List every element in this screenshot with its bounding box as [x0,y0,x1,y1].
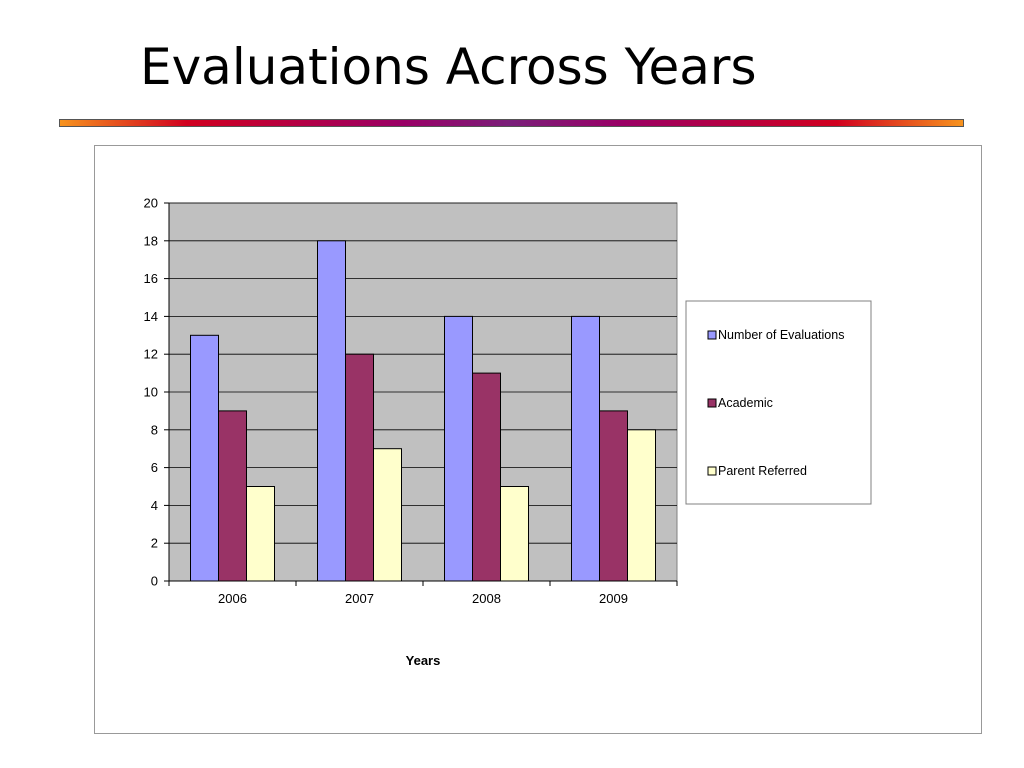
legend-label: Number of Evaluations [718,328,844,342]
bar [472,372,501,582]
legend-swatch [707,398,717,408]
y-tick-label: 18 [144,233,158,248]
bar [190,334,219,582]
chart-frame: 0 2 4 6 8 10 12 14 16 18 20 2006 2007 2008 2009 Years … [94,145,982,734]
y-tick-label: 0 [151,574,158,589]
legend-swatch [707,466,717,476]
y-tick-label: 16 [144,271,158,286]
x-tick-label: 2009 [599,591,628,606]
legend-box [685,300,872,505]
bar [571,315,600,582]
legend-label: Parent Referred [718,464,807,478]
y-tick-label: 12 [144,347,158,362]
slide-title: Evaluations Across Years [140,38,757,96]
y-tick-label: 6 [151,460,158,475]
bar [218,410,247,582]
x-axis-title: Years [406,653,441,668]
bar [444,315,473,582]
y-tick-label: 4 [151,498,158,513]
y-tick-label: 2 [151,536,158,551]
y-tick-label: 14 [144,309,158,324]
bar [317,240,346,582]
x-tick-label: 2006 [218,591,247,606]
legend-swatch [707,330,717,340]
bar [500,486,529,582]
y-tick-label: 10 [144,385,158,400]
title-divider [59,119,964,127]
legend: Number of Evaluations Academic Parent Refe… [685,300,872,505]
x-tick-label: 2008 [472,591,501,606]
y-tick-label: 20 [144,196,158,211]
x-tick-label: 2007 [345,591,374,606]
bar [599,410,628,582]
bar [373,448,402,582]
bar [345,353,374,582]
y-tick-label: 8 [151,422,158,437]
bar [627,429,656,582]
bar [246,486,275,582]
axes: 0 2 4 6 8 10 12 14 16 18 20 2006 2007 2008 2009 [144,196,678,606]
legend-label: Academic [718,396,773,410]
